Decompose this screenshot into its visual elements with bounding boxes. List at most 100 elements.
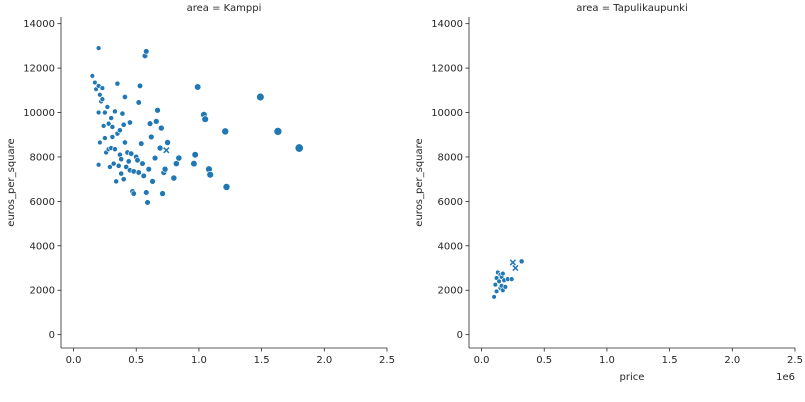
data-point xyxy=(145,166,152,173)
data-point xyxy=(190,160,198,168)
data-point xyxy=(500,270,506,277)
x-tick-label: 1.5 xyxy=(254,355,270,366)
data-point xyxy=(161,165,169,173)
data-point xyxy=(518,258,525,265)
data-point xyxy=(191,151,199,159)
data-point xyxy=(144,199,151,206)
data-point xyxy=(97,139,103,146)
y-tick-label: 2000 xyxy=(438,286,463,297)
data-point xyxy=(117,127,123,134)
data-point xyxy=(99,96,106,102)
data-point xyxy=(156,144,164,152)
data-point xyxy=(95,162,102,168)
data-point xyxy=(194,83,202,91)
data-point xyxy=(108,115,114,121)
scatter-panel-1: area = Kamppi 0 2000 4000 6000 8000 10000 12000… xyxy=(6,3,395,366)
data-point xyxy=(125,158,132,165)
x-tick-label: 2.0 xyxy=(316,355,332,366)
y-tick-label: 8000 xyxy=(438,152,463,163)
data-point xyxy=(158,124,165,132)
data-point xyxy=(102,109,108,116)
data-point xyxy=(104,104,111,110)
data-point xyxy=(140,172,147,179)
data-point xyxy=(153,118,160,125)
data-point xyxy=(273,127,283,136)
data-point xyxy=(222,183,231,191)
data-point xyxy=(97,92,103,98)
data-point xyxy=(130,168,137,175)
data-point xyxy=(164,139,171,146)
data-point xyxy=(95,45,102,51)
data-point xyxy=(118,156,125,163)
data-point xyxy=(118,170,125,177)
data-point xyxy=(294,143,304,153)
data-point xyxy=(175,154,183,162)
data-point xyxy=(119,110,126,117)
data-point xyxy=(143,48,150,55)
data-point xyxy=(92,79,98,86)
data-point xyxy=(123,163,130,170)
data-point xyxy=(502,284,509,290)
data-point xyxy=(100,123,107,129)
y-tick-label: 14000 xyxy=(23,19,55,30)
data-point xyxy=(508,276,515,282)
data-point xyxy=(130,190,137,197)
y-tick-label: 4000 xyxy=(438,241,463,252)
data-point xyxy=(110,160,117,167)
data-point xyxy=(99,85,106,91)
y-tick-label: 2000 xyxy=(30,286,55,297)
panel-title: area = Tapulikaupunki xyxy=(576,3,688,14)
data-point xyxy=(102,135,108,141)
data-point xyxy=(138,140,145,147)
data-point-x-marker xyxy=(512,264,519,272)
x-tick-label: 0.0 xyxy=(474,355,490,366)
y-tick-label: 12000 xyxy=(431,64,463,75)
x-tick-label: 0.5 xyxy=(128,355,144,366)
x-axis-label: price xyxy=(620,372,645,383)
data-point xyxy=(89,73,96,79)
y-tick-label: 6000 xyxy=(438,197,463,208)
data-point xyxy=(126,119,133,126)
data-point xyxy=(109,124,116,130)
data-point xyxy=(95,109,102,116)
data-point xyxy=(112,146,118,153)
data-point xyxy=(492,282,498,288)
data-point xyxy=(120,121,127,128)
panel-title: area = Kamppi xyxy=(187,3,262,14)
data-point xyxy=(136,82,144,89)
data-point xyxy=(206,171,214,179)
data-point xyxy=(121,139,128,146)
data-point xyxy=(172,160,180,168)
data-point xyxy=(149,178,156,185)
x-tick-label: 1.5 xyxy=(662,355,678,366)
x-tick-label: 2.0 xyxy=(724,355,740,366)
x-tick-label: 0.0 xyxy=(66,355,82,366)
data-point xyxy=(491,294,497,300)
data-point xyxy=(139,160,146,167)
data-point xyxy=(134,157,141,164)
data-point xyxy=(143,189,150,196)
y-tick-label: 0 xyxy=(457,330,463,341)
y-tick-label: 4000 xyxy=(30,241,55,252)
data-point xyxy=(109,134,116,140)
y-axis-label: euros_per_square xyxy=(414,138,425,226)
x-tick-label: 2.5 xyxy=(379,355,395,366)
x-tick-label: 2.5 xyxy=(787,355,803,366)
data-point xyxy=(120,176,127,183)
y-tick-label: 10000 xyxy=(23,108,55,119)
data-point xyxy=(113,178,120,185)
data-point xyxy=(121,94,128,100)
data-point xyxy=(148,133,155,141)
data-point xyxy=(107,164,113,170)
data-point xyxy=(154,107,161,114)
y-tick-label: 12000 xyxy=(23,64,55,75)
y-axis-label: euros_per_square xyxy=(6,138,17,226)
data-point xyxy=(105,120,112,127)
data-point xyxy=(256,92,265,102)
data-point xyxy=(112,108,118,115)
y-tick-label: 6000 xyxy=(30,197,55,208)
y-tick-label: 0 xyxy=(49,330,55,341)
scatter-panel-2: area = Tapulikaupunki 0 2000 4000 6000 8000 10… xyxy=(414,3,803,383)
x-tick-label: 0.5 xyxy=(536,355,552,366)
